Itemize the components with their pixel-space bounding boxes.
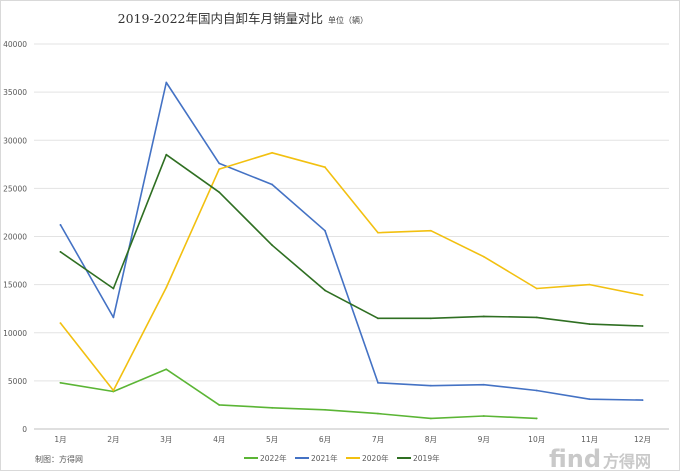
data-point bbox=[641, 325, 644, 327]
data-point bbox=[588, 283, 591, 286]
y-tick-label: 10000 bbox=[3, 329, 27, 338]
data-point bbox=[429, 417, 432, 420]
watermark-cn: 方得网 bbox=[603, 452, 651, 471]
series-line-2019年 bbox=[59, 153, 644, 327]
data-point bbox=[482, 383, 485, 386]
x-tick-label: 9月 bbox=[478, 435, 490, 444]
data-point bbox=[59, 251, 62, 253]
data-point bbox=[324, 408, 326, 411]
chart-unit-label: 单位（辆） bbox=[328, 15, 368, 25]
x-tick-label: 1月 bbox=[54, 435, 66, 444]
data-point bbox=[218, 191, 221, 194]
x-tick-label: 7月 bbox=[372, 435, 384, 444]
data-point bbox=[271, 183, 274, 186]
data-point bbox=[112, 287, 115, 290]
x-tick-label: 3月 bbox=[160, 435, 172, 444]
series-line-2020年 bbox=[59, 152, 644, 392]
y-tick-label: 35000 bbox=[3, 88, 27, 97]
y-axis-ticks: 0 5000 10000 15000 20000 25000 30000 35000 40000 bbox=[3, 40, 27, 434]
data-point bbox=[324, 289, 326, 292]
data-point bbox=[324, 229, 326, 232]
data-point bbox=[271, 151, 274, 154]
data-point bbox=[377, 317, 379, 320]
y-tick-label: 40000 bbox=[3, 40, 27, 49]
data-point bbox=[218, 162, 221, 165]
x-tick-label: 11月 bbox=[581, 435, 598, 444]
watermark-brand: find bbox=[549, 445, 601, 472]
chart-title: 2019-2022年国内自卸车月销量对比 bbox=[118, 11, 323, 26]
data-point bbox=[482, 255, 485, 258]
legend: 2022年 2021年 2020年 2019年 bbox=[244, 453, 440, 463]
y-tick-label: 30000 bbox=[3, 136, 27, 145]
data-point bbox=[271, 244, 274, 247]
x-tick-label: 12月 bbox=[634, 435, 651, 444]
legend-item: 2019年 bbox=[413, 453, 440, 463]
data-point bbox=[429, 384, 432, 387]
data-point bbox=[112, 316, 115, 319]
x-tick-label: 6月 bbox=[319, 435, 331, 444]
data-point bbox=[165, 286, 168, 289]
data-point bbox=[218, 168, 221, 171]
y-tick-label: 25000 bbox=[3, 184, 27, 193]
watermark-logo: find 方得网 bbox=[549, 445, 651, 472]
data-point bbox=[535, 389, 538, 392]
data-point bbox=[165, 153, 168, 156]
data-point bbox=[59, 224, 62, 226]
y-tick-label: 20000 bbox=[3, 233, 27, 242]
data-point bbox=[588, 398, 591, 401]
y-tick-label: 15000 bbox=[3, 281, 27, 290]
data-point bbox=[377, 381, 379, 384]
data-point bbox=[165, 81, 168, 84]
data-point bbox=[377, 231, 379, 234]
series-line-2021年 bbox=[59, 81, 644, 401]
data-point bbox=[588, 323, 591, 325]
data-point bbox=[535, 287, 538, 290]
data-point bbox=[482, 415, 485, 417]
y-tick-label: 5000 bbox=[8, 377, 27, 386]
x-axis-ticks: 1月 2月 3月 4月 5月 6月 7月 8月 9月 10月 11月 12月 bbox=[54, 435, 651, 444]
series-line-2022年 bbox=[59, 368, 538, 420]
x-tick-label: 2月 bbox=[107, 435, 119, 444]
data-point bbox=[535, 417, 538, 420]
data-point bbox=[482, 315, 485, 318]
series-lines bbox=[59, 81, 644, 420]
x-tick-label: 10月 bbox=[528, 435, 545, 444]
data-point bbox=[165, 368, 168, 371]
data-point bbox=[641, 294, 644, 297]
data-point bbox=[59, 381, 62, 384]
data-point bbox=[271, 406, 274, 409]
credit-text: 制图：方得网 bbox=[35, 454, 83, 464]
legend-item: 2020年 bbox=[362, 453, 389, 463]
data-point bbox=[377, 412, 379, 415]
data-point bbox=[535, 316, 538, 319]
x-tick-label: 4月 bbox=[213, 435, 225, 444]
data-point bbox=[429, 229, 432, 232]
x-tick-label: 8月 bbox=[425, 435, 437, 444]
data-point bbox=[641, 399, 644, 402]
data-point bbox=[218, 404, 221, 406]
data-point bbox=[59, 322, 62, 325]
data-point bbox=[429, 317, 432, 320]
gridlines bbox=[34, 43, 669, 430]
y-tick-label: 0 bbox=[22, 425, 27, 434]
data-point bbox=[112, 389, 115, 392]
legend-item: 2021年 bbox=[311, 453, 338, 463]
legend-item: 2022年 bbox=[260, 453, 287, 463]
x-tick-label: 5月 bbox=[266, 435, 278, 444]
data-point bbox=[324, 166, 326, 169]
